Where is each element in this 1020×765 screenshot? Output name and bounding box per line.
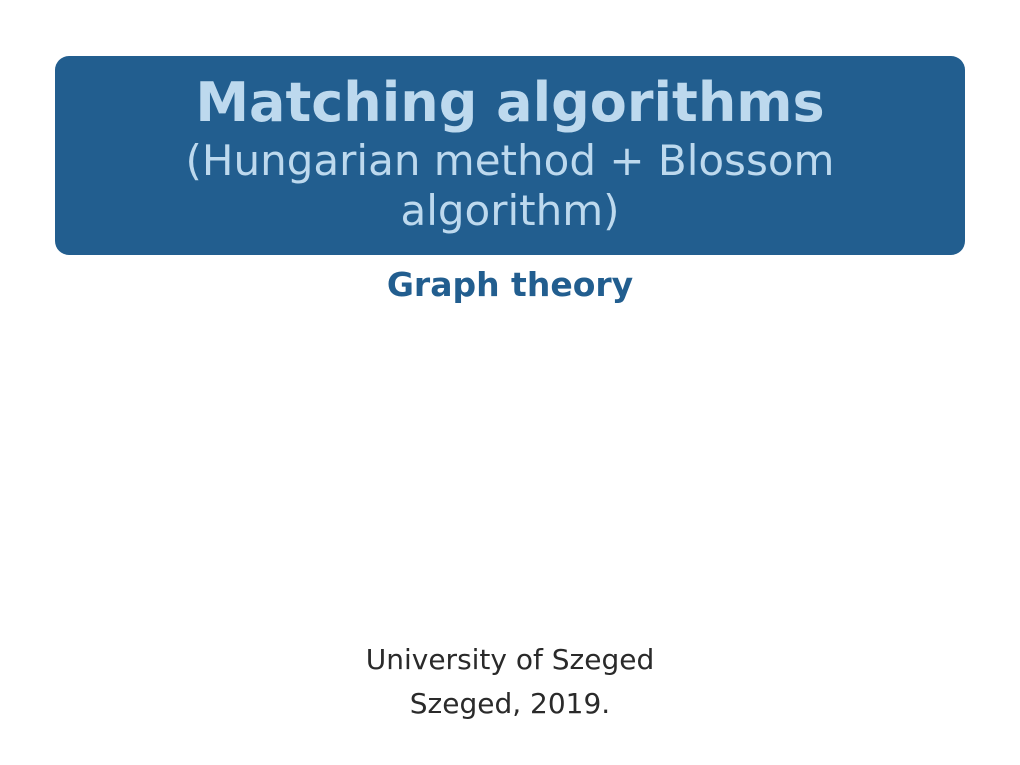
slide-subtitle: (Hungarian method + Blossom algorithm) [79, 136, 941, 237]
institution: University of Szeged [0, 638, 1020, 681]
title-box: Matching algorithms (Hungarian method + … [55, 56, 965, 255]
footer: University of Szeged Szeged, 2019. [0, 638, 1020, 725]
place-year: Szeged, 2019. [0, 682, 1020, 725]
slide-title: Matching algorithms [79, 72, 941, 134]
subject-heading: Graph theory [0, 265, 1020, 304]
